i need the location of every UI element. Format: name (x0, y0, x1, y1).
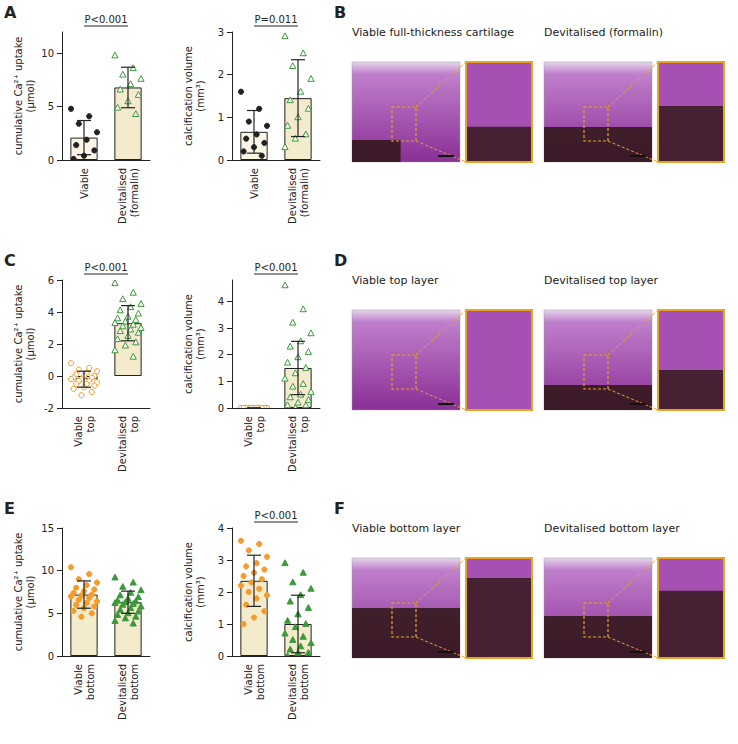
svg-text:(mm³): (mm³) (195, 80, 206, 111)
svg-text:C: C (4, 251, 16, 270)
svg-text:cumulative Ca²⁺ uptake: cumulative Ca²⁺ uptake (13, 533, 24, 652)
svg-text:E: E (4, 499, 15, 518)
svg-text:Devitalised: Devitalised (287, 416, 298, 472)
svg-text:P=0.011: P=0.011 (254, 14, 297, 25)
svg-text:Viable full-thickness cartilag: Viable full-thickness cartilage (352, 26, 514, 39)
svg-text:0: 0 (48, 371, 54, 382)
svg-text:-2: -2 (44, 403, 54, 414)
svg-text:15: 15 (41, 523, 54, 534)
svg-text:Devitalised: Devitalised (287, 168, 298, 224)
svg-text:(mm³): (mm³) (195, 576, 206, 607)
svg-text:4: 4 (218, 296, 224, 307)
svg-text:top: top (255, 416, 266, 432)
svg-text:(formalin): (formalin) (299, 168, 310, 217)
svg-text:Viable: Viable (73, 664, 84, 695)
svg-text:5: 5 (48, 101, 54, 112)
svg-text:Viable: Viable (243, 416, 254, 447)
svg-text:top: top (129, 416, 140, 432)
svg-text:2: 2 (48, 339, 54, 350)
svg-text:(mm³): (mm³) (195, 328, 206, 359)
svg-text:2: 2 (218, 69, 224, 80)
svg-text:bottom: bottom (299, 664, 310, 700)
svg-text:2: 2 (218, 587, 224, 598)
svg-text:P<0.001: P<0.001 (84, 262, 127, 273)
svg-text:Viable: Viable (79, 168, 90, 199)
svg-text:calcification volume: calcification volume (183, 46, 194, 146)
svg-text:bottom: bottom (85, 664, 96, 700)
svg-text:Viable: Viable (249, 168, 260, 199)
svg-text:Devitalised: Devitalised (287, 664, 298, 720)
svg-text:Devitalised: Devitalised (117, 664, 128, 720)
svg-text:10: 10 (41, 48, 54, 59)
svg-text:0: 0 (218, 403, 224, 414)
svg-text:1: 1 (218, 619, 224, 630)
svg-text:B: B (334, 3, 346, 22)
svg-text:top: top (299, 416, 310, 432)
svg-text:3: 3 (218, 323, 224, 334)
svg-text:0: 0 (218, 651, 224, 662)
svg-text:bottom: bottom (129, 664, 140, 700)
svg-text:4: 4 (48, 307, 54, 318)
svg-text:10: 10 (41, 565, 54, 576)
svg-text:0: 0 (48, 155, 54, 166)
svg-text:cumulative Ca²⁺ uptake: cumulative Ca²⁺ uptake (13, 37, 24, 156)
svg-text:1: 1 (218, 376, 224, 387)
svg-text:cumulative Ca²⁺ uptake: cumulative Ca²⁺ uptake (13, 285, 24, 404)
svg-text:calcification volume: calcification volume (183, 294, 194, 394)
svg-text:(µmol): (µmol) (25, 576, 36, 609)
svg-text:3: 3 (218, 555, 224, 566)
svg-text:3: 3 (218, 27, 224, 38)
svg-text:5: 5 (48, 608, 54, 619)
svg-text:Devitalised (formalin): Devitalised (formalin) (544, 26, 663, 39)
svg-text:4: 4 (218, 523, 224, 534)
svg-text:0: 0 (218, 155, 224, 166)
svg-text:bottom: bottom (255, 664, 266, 700)
svg-text:D: D (334, 251, 347, 270)
svg-text:P<0.001: P<0.001 (254, 262, 297, 273)
svg-text:Viable bottom layer: Viable bottom layer (352, 522, 461, 535)
svg-text:6: 6 (48, 275, 54, 286)
svg-text:0: 0 (48, 651, 54, 662)
svg-text:Viable top layer: Viable top layer (352, 274, 439, 287)
svg-text:(µmol): (µmol) (25, 80, 36, 113)
svg-text:Viable: Viable (73, 416, 84, 447)
svg-text:2: 2 (218, 349, 224, 360)
svg-text:Viable: Viable (243, 664, 254, 695)
svg-text:calcification volume: calcification volume (183, 542, 194, 642)
svg-text:P<0.001: P<0.001 (254, 510, 297, 521)
svg-text:P<0.001: P<0.001 (84, 14, 127, 25)
svg-text:Devitalised: Devitalised (117, 416, 128, 472)
svg-text:(formalin): (formalin) (129, 168, 140, 217)
svg-text:Devitalised: Devitalised (117, 168, 128, 224)
svg-text:A: A (4, 3, 17, 22)
svg-text:Devitalised top layer: Devitalised top layer (544, 274, 659, 287)
svg-text:F: F (334, 499, 345, 518)
svg-text:1: 1 (218, 112, 224, 123)
svg-text:top: top (85, 416, 96, 432)
svg-text:Devitalised bottom layer: Devitalised bottom layer (544, 522, 680, 535)
svg-text:(µmol): (µmol) (25, 328, 36, 361)
